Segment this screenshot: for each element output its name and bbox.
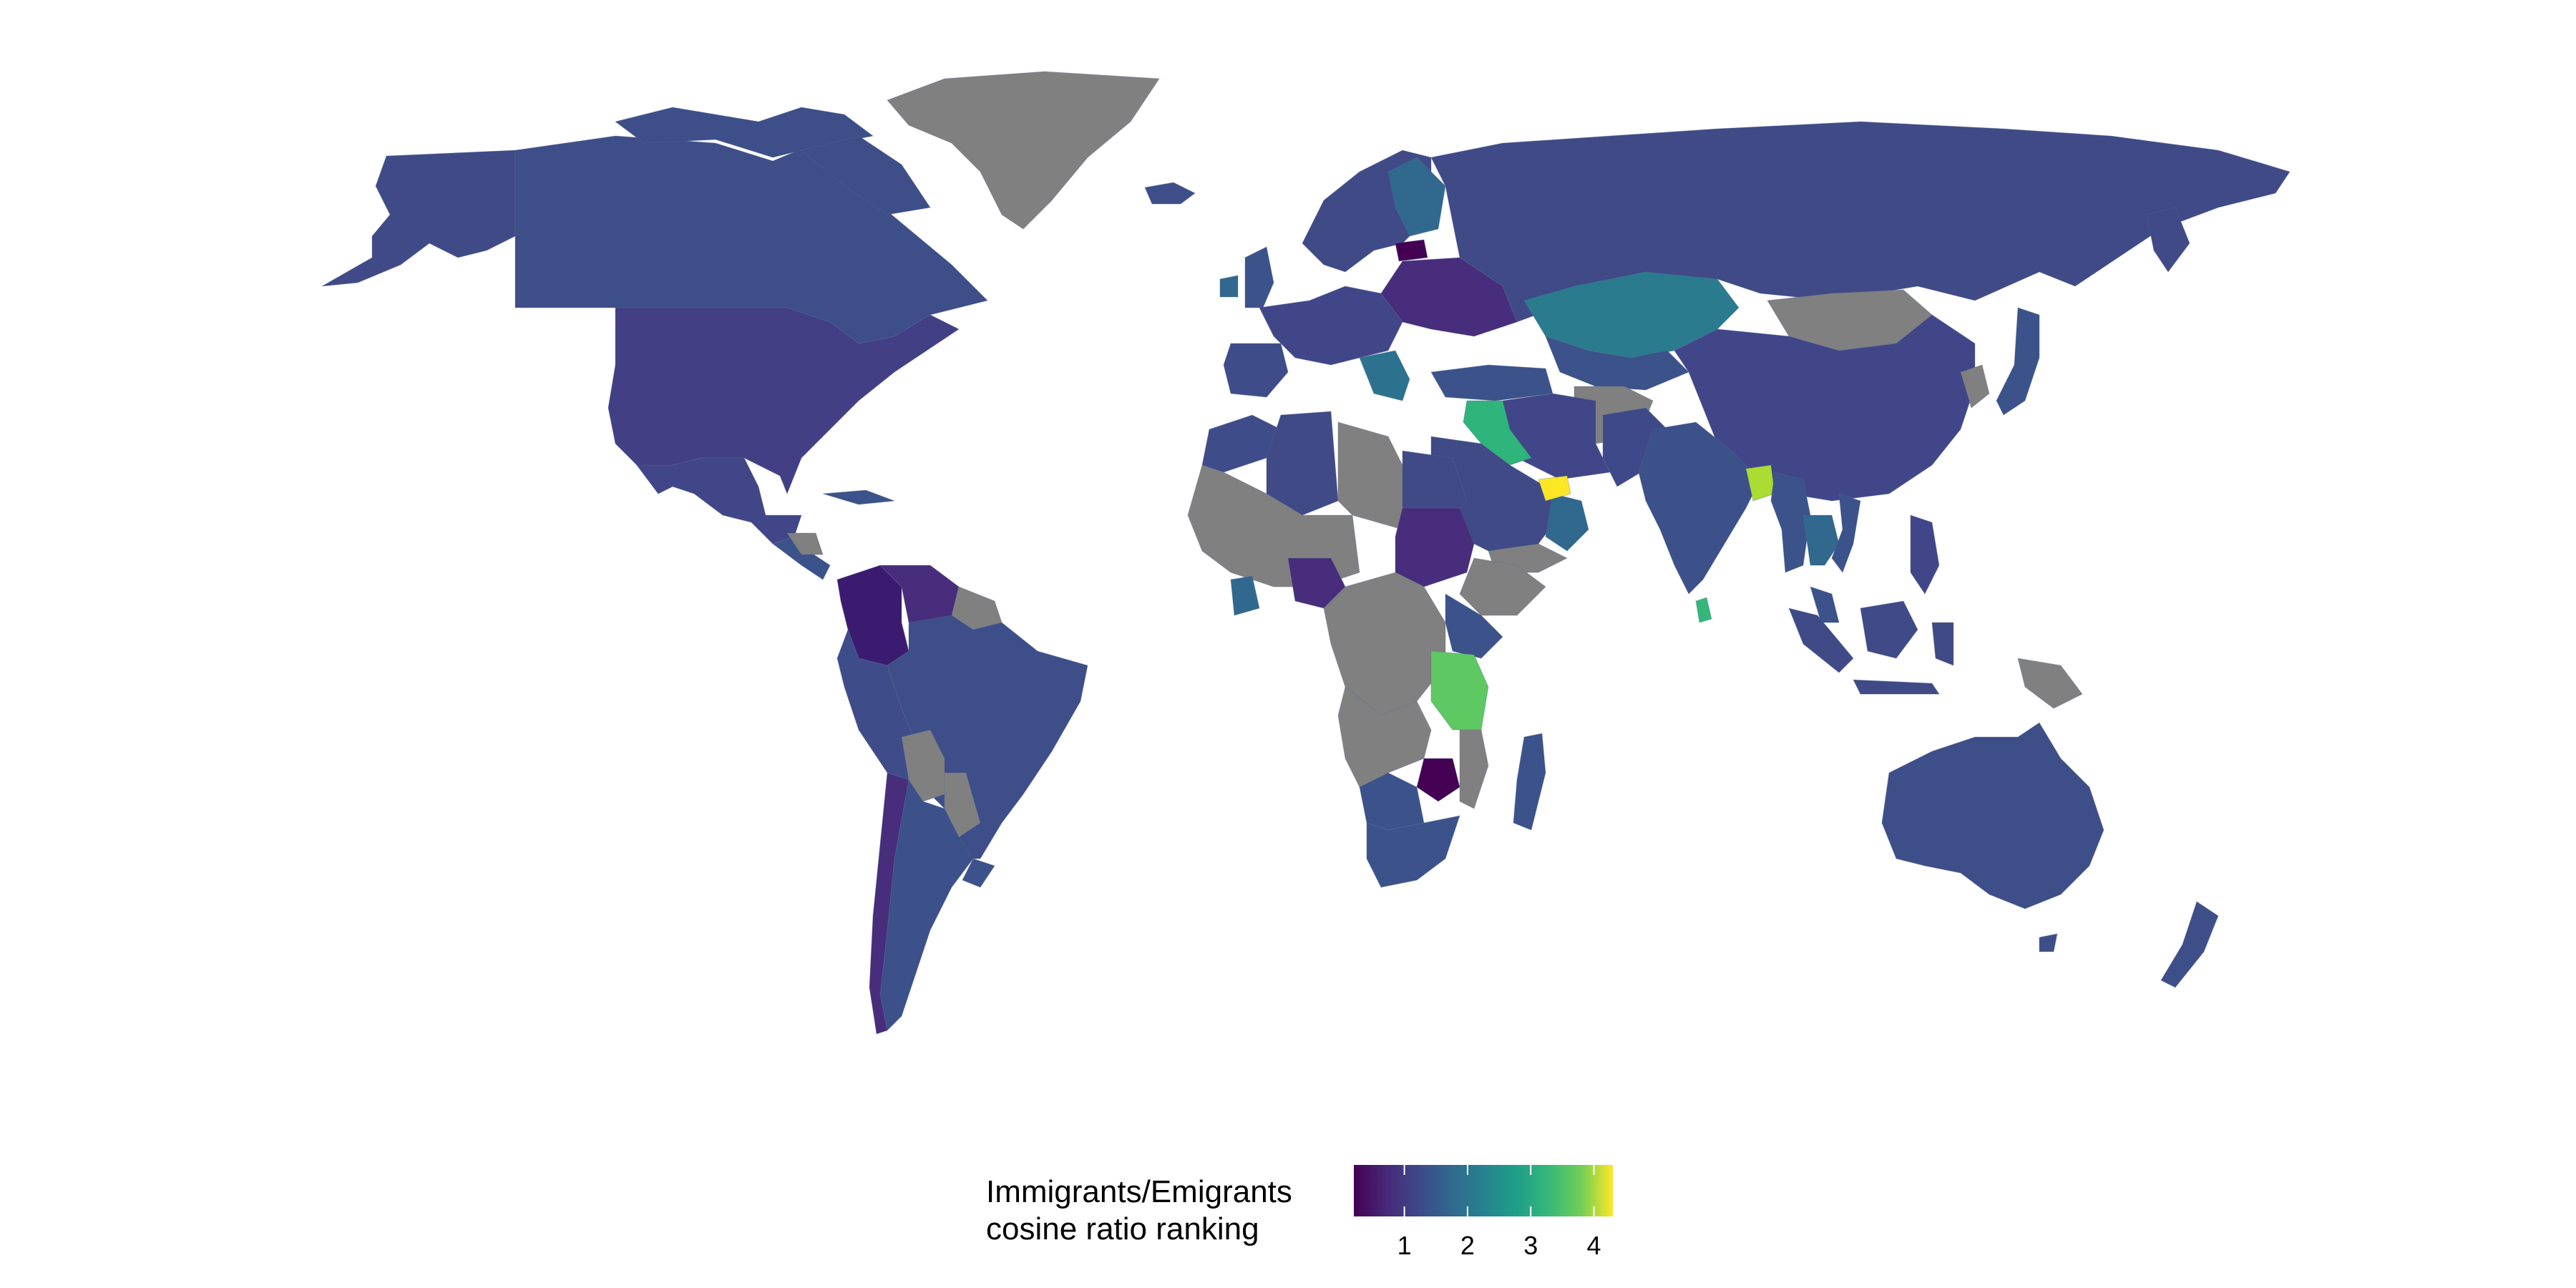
country-kamchatka xyxy=(2146,207,2190,273)
country-canada-arctic-islands xyxy=(614,107,874,158)
country-oman xyxy=(1545,493,1589,552)
country-finland xyxy=(1387,157,1446,237)
legend-tick-label: 2 xyxy=(1460,1231,1475,1260)
country-central-africa xyxy=(1323,572,1446,716)
country-angola-zambia xyxy=(1337,686,1432,788)
legend-color-bar xyxy=(1354,1165,1613,1216)
country-ireland xyxy=(1219,275,1239,298)
country-eastern-europe xyxy=(1380,257,1518,337)
country-tasmania xyxy=(2039,933,2058,952)
country-greenland xyxy=(887,71,1160,230)
country-iraq xyxy=(1463,400,1532,466)
country-sri-lanka xyxy=(1695,597,1712,623)
country-united-states xyxy=(608,307,960,495)
country-indonesia-borneo xyxy=(1860,600,1918,659)
legend-title: Immigrants/Emigrants cosine ratio rankin… xyxy=(986,1174,1292,1248)
country-vietnam xyxy=(1831,493,1861,574)
country-turkey xyxy=(1430,364,1553,401)
country-algeria xyxy=(1266,411,1339,516)
country-brazil xyxy=(887,615,1088,859)
country-india xyxy=(1638,421,1761,595)
country-alaska xyxy=(321,150,516,287)
legend-tick-labels: 1 2 3 4 xyxy=(1354,1216,1613,1260)
country-new-guinea xyxy=(2017,658,2083,709)
country-iceland xyxy=(1144,182,1196,205)
country-south-africa xyxy=(1366,815,1460,888)
country-new-zealand xyxy=(2160,901,2219,988)
country-chile xyxy=(869,772,909,1035)
country-libya xyxy=(1337,421,1403,530)
country-sulawesi xyxy=(1931,622,1954,666)
country-indonesia-sumatra xyxy=(1788,608,1854,673)
country-baffin-island xyxy=(800,135,931,215)
country-zimbabwe xyxy=(1416,758,1460,802)
country-egypt xyxy=(1402,450,1468,509)
country-western-europe xyxy=(1259,286,1403,366)
country-nicaragua xyxy=(786,532,824,555)
country-iberia xyxy=(1223,343,1289,398)
country-korea xyxy=(1960,364,1990,409)
country-malaysia xyxy=(1810,586,1840,623)
legend-tick-label: 3 xyxy=(1523,1231,1538,1260)
country-cuba xyxy=(822,489,895,505)
country-argentina xyxy=(879,779,974,1032)
legend-gradient xyxy=(1354,1165,1613,1216)
legend-tick-label: 4 xyxy=(1586,1231,1601,1260)
country-thailand xyxy=(1802,514,1840,566)
legend-tick-label: 1 xyxy=(1397,1231,1412,1260)
country-uruguay xyxy=(962,858,995,888)
legend-title-line2: cosine ratio ranking xyxy=(986,1211,1259,1246)
country-madagascar xyxy=(1513,733,1546,831)
country-latvia xyxy=(1395,239,1428,262)
country-uae xyxy=(1538,475,1571,502)
legend-tick-marks xyxy=(1403,1165,1595,1216)
legend-title-line1: Immigrants/Emigrants xyxy=(986,1174,1292,1209)
country-australia xyxy=(1881,722,2104,909)
country-indonesia-java xyxy=(1853,679,1940,695)
country-ivory-coast xyxy=(1230,575,1260,616)
country-ethiopia xyxy=(1459,557,1546,616)
country-philippines xyxy=(1910,514,1940,595)
country-kenya-uganda xyxy=(1445,593,1503,659)
country-sudan xyxy=(1395,507,1475,587)
country-tanzania xyxy=(1430,650,1489,731)
country-paraguay xyxy=(944,772,981,838)
country-united-kingdom xyxy=(1244,246,1274,308)
country-balkans xyxy=(1359,350,1410,401)
country-canada xyxy=(514,135,988,344)
country-japan xyxy=(1996,307,2040,416)
country-myanmar xyxy=(1770,472,1811,573)
country-mozambique xyxy=(1459,729,1489,809)
